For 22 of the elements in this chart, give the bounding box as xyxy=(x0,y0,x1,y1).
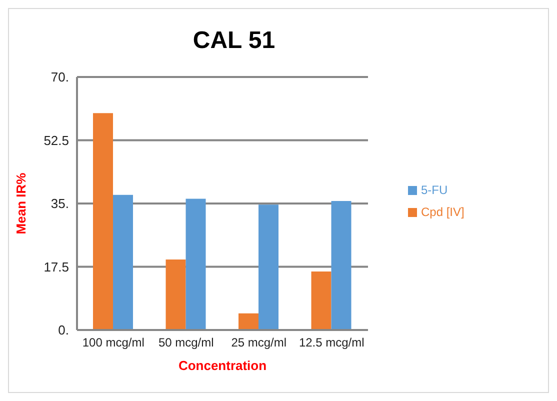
chart-title: CAL 51 xyxy=(192,27,276,55)
bar xyxy=(93,113,114,330)
x-axis-title: Concentration xyxy=(178,358,267,373)
x-tick-label: 25 mcg/ml xyxy=(231,336,287,350)
bar xyxy=(311,271,332,330)
y-axis-title: Mean IR% xyxy=(14,172,29,234)
x-tick-label: 100 mcg/ml xyxy=(82,336,144,350)
bar xyxy=(113,194,134,330)
y-tick-label: 70. xyxy=(50,70,69,85)
bar xyxy=(331,200,352,330)
bar xyxy=(186,198,206,330)
bar xyxy=(258,204,279,330)
y-tick-label: 17.5 xyxy=(44,259,69,274)
y-tick-label: 35. xyxy=(50,196,69,212)
legend-label: Cpd [IV] xyxy=(421,204,464,218)
y-tick-label: 0. xyxy=(58,322,69,338)
bar xyxy=(166,260,186,330)
x-tick-label: 50 mcg/ml xyxy=(158,336,214,350)
bar xyxy=(238,313,259,330)
legend-label: 5-FU xyxy=(421,182,448,196)
x-tick-label: 12.5 mcg/ml xyxy=(298,336,364,350)
y-tick-label: 52.5 xyxy=(44,132,69,148)
